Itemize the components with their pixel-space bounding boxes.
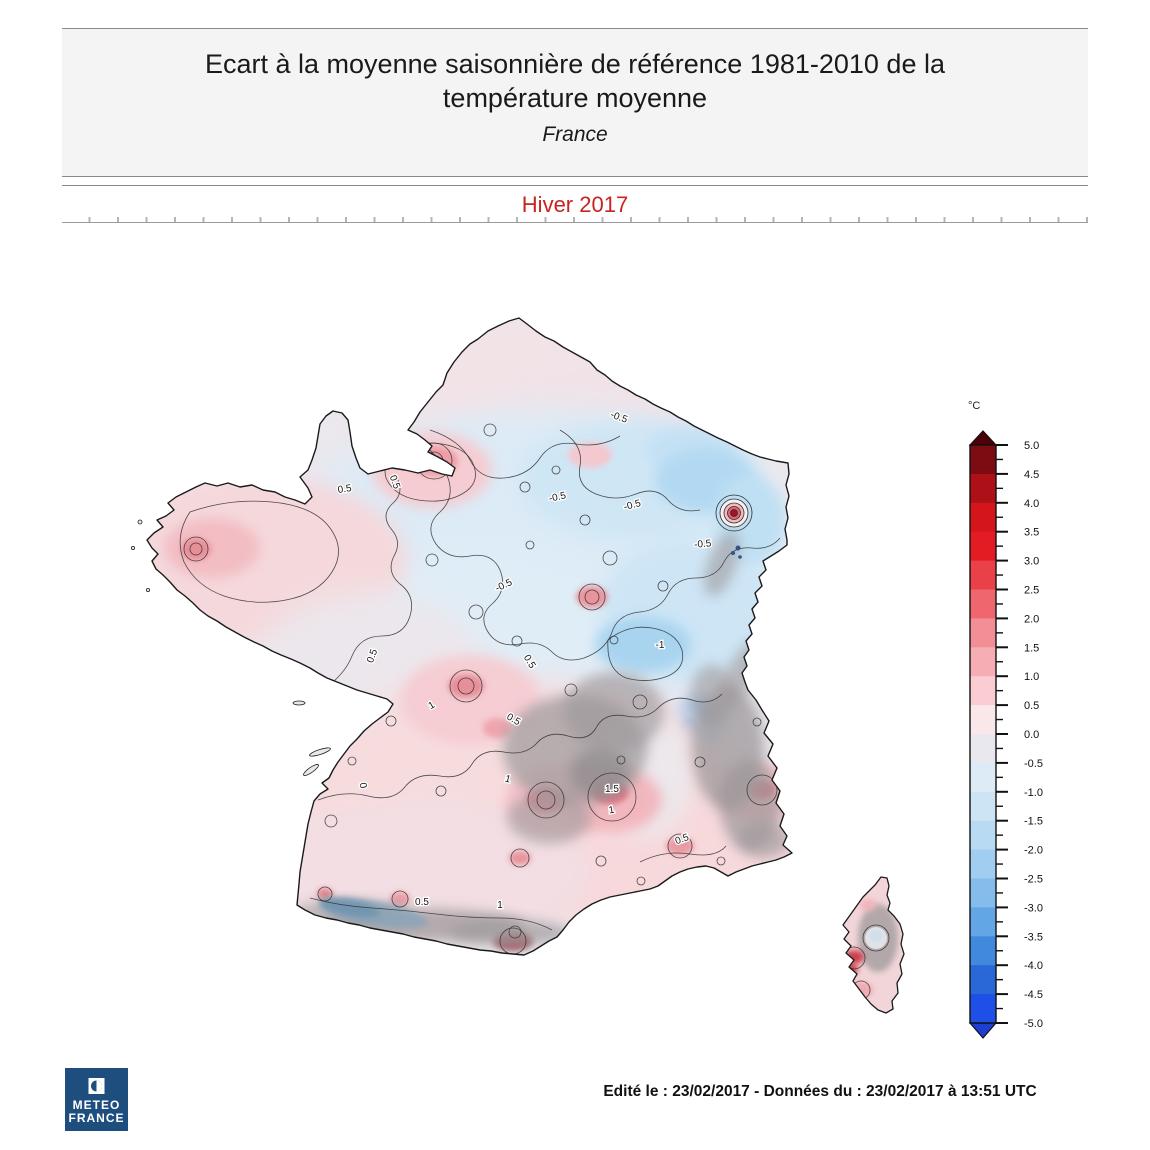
- svg-text:2.5: 2.5: [1024, 585, 1039, 597]
- svg-text:-2.0: -2.0: [1024, 845, 1043, 857]
- logo-line2: FRANCE: [69, 1111, 125, 1125]
- svg-text:3.5: 3.5: [1024, 527, 1039, 539]
- svg-text:0.0: 0.0: [1024, 729, 1039, 741]
- svg-text:1.5: 1.5: [1024, 642, 1039, 654]
- svg-text:-3.0: -3.0: [1024, 902, 1043, 914]
- svg-text:3.0: 3.0: [1024, 556, 1039, 568]
- svg-text:-4.5: -4.5: [1024, 989, 1043, 1001]
- corsica: [842, 877, 904, 1013]
- svg-text:4.0: 4.0: [1024, 498, 1039, 510]
- svg-text:-1.5: -1.5: [1024, 816, 1043, 828]
- scale-unit-label: °C: [968, 400, 980, 412]
- svg-text:-0.5: -0.5: [1024, 758, 1043, 770]
- svg-text:2.0: 2.0: [1024, 613, 1039, 625]
- svg-text:1.5: 1.5: [605, 784, 619, 795]
- weather-bulletin-page: Ecart à la moyenne saisonnière de référe…: [0, 0, 1150, 1150]
- svg-text:4.5: 4.5: [1024, 469, 1039, 481]
- logo-line1: METEO: [73, 1098, 121, 1112]
- svg-text:-0.5: -0.5: [694, 538, 713, 550]
- svg-text:-3.5: -3.5: [1024, 931, 1043, 943]
- svg-text:-2.5: -2.5: [1024, 874, 1043, 886]
- svg-text:-1: -1: [656, 640, 665, 651]
- svg-text:0.5: 0.5: [415, 897, 429, 908]
- edition-timestamp: Edité le : 23/02/2017 - Données du : 23/…: [560, 1083, 1080, 1101]
- svg-text:-5.0: -5.0: [1024, 1018, 1043, 1030]
- meteo-france-logo: METEO FRANCE: [65, 1068, 128, 1131]
- svg-text:0.5: 0.5: [337, 483, 353, 496]
- svg-text:-1.0: -1.0: [1024, 787, 1043, 799]
- svg-text:0.5: 0.5: [1024, 700, 1039, 712]
- svg-text:1: 1: [497, 900, 503, 911]
- svg-text:-4.0: -4.0: [1024, 960, 1043, 972]
- svg-text:5.0: 5.0: [1024, 440, 1039, 452]
- france-fill-layers: [97, 312, 830, 955]
- svg-text:1.0: 1.0: [1024, 671, 1039, 683]
- temperature-scale: 5.0 4.5 4.0 3.5 3.0 2.5 2.0 1.5 1.0 0.5 0.0 -0.5 -1.…: [962, 430, 1072, 1048]
